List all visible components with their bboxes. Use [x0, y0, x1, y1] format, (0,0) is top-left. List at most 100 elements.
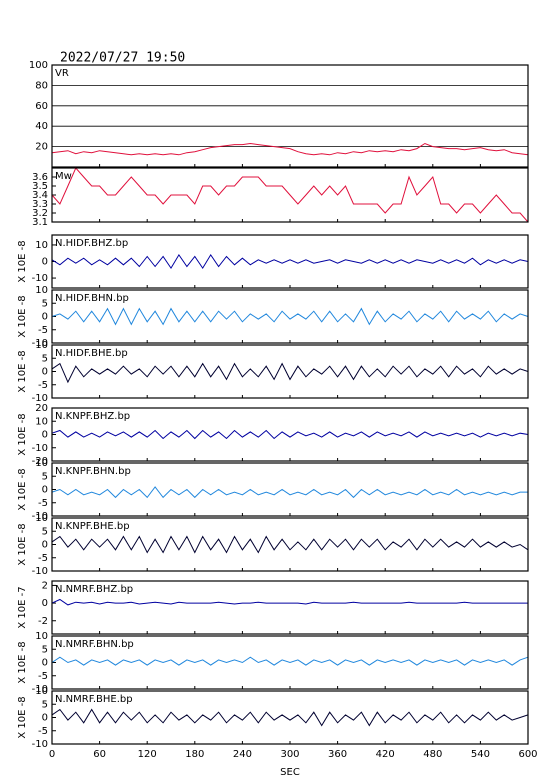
y-tick-label: 5 [42, 353, 48, 364]
y-tick-label: 10 [35, 416, 48, 427]
y-tick-label: -5 [38, 325, 48, 336]
panel-frame [51, 407, 529, 462]
panel-frame [51, 580, 529, 635]
y-tick-label: 5 [42, 644, 48, 655]
series-line [51, 486, 528, 499]
y-tick-label: 20 [35, 142, 48, 153]
y-tick-label: -5 [38, 553, 48, 564]
y-tick-label: -20 [32, 456, 48, 467]
y-tick-label: 0 [42, 367, 48, 378]
panel-frame [51, 167, 529, 223]
y-tick-label: -10 [32, 338, 48, 349]
y-tick-label: 80 [35, 80, 48, 91]
panel-label: Mw [55, 171, 72, 182]
y-tick-label: 3.6 [32, 172, 48, 183]
y-tick-label: 20 [35, 403, 48, 414]
series-line [51, 708, 529, 727]
panel-frame [51, 517, 529, 572]
y-tick-label: 10 [35, 513, 48, 524]
y-tick-label: 5 [42, 471, 48, 482]
x-tick-label: 120 [138, 749, 157, 760]
y-tick-label: 3.4 [32, 190, 48, 201]
x-axis-label: SEC [280, 767, 300, 778]
panel-label: VR [55, 68, 69, 79]
panel-label: N.KNPF.BHN.bp [55, 466, 131, 477]
panel-label: N.HIDF.BHN.bp [55, 293, 129, 304]
x-tick-label: 300 [280, 749, 299, 760]
series-line [51, 307, 529, 326]
x-tick-label: 0 [49, 749, 55, 760]
y-tick-label: 0 [42, 430, 48, 441]
y-tick-label: -5 [38, 671, 48, 682]
panel-frame [51, 690, 529, 745]
y-tick-label: 10 [35, 285, 48, 296]
y-tick-label: 60 [35, 101, 48, 112]
y-tick-label: 3.2 [32, 208, 48, 219]
y-tick-label: 0 [42, 257, 48, 268]
series-line [51, 142, 529, 156]
y-tick-label: 0 [42, 312, 48, 323]
x-tick-label: 480 [423, 749, 442, 760]
y-axis-label: X 10E -8 [17, 468, 28, 510]
series-line [51, 429, 529, 440]
y-axis-label: X 10E -8 [17, 641, 28, 683]
y-axis-label: X 10E -7 [17, 586, 28, 628]
y-tick-label: -10 [32, 393, 48, 404]
y-tick-label: 10 [35, 240, 48, 251]
x-tick-label: 60 [93, 749, 106, 760]
y-tick-label: 10 [35, 686, 48, 697]
panel-label: N.NMRF.BHN.bp [55, 639, 134, 650]
y-axis-label: X 10E -8 [17, 523, 28, 565]
y-tick-label: 0 [42, 540, 48, 551]
x-tick-label: 540 [471, 749, 490, 760]
x-tick-label: 240 [233, 749, 252, 760]
y-tick-label: 0 [42, 485, 48, 496]
y-tick-label: 3.5 [32, 181, 48, 192]
x-tick-label: 420 [376, 749, 395, 760]
series-line [51, 362, 529, 384]
series-line [51, 535, 529, 554]
y-axis-label: X 10E -8 [17, 295, 28, 337]
y-tick-label: 0 [42, 658, 48, 669]
series-line [51, 167, 529, 223]
y-tick-label: 2 [42, 580, 48, 591]
y-tick-label: -10 [32, 739, 48, 750]
panel-label: N.HIDF.BHZ.bp [55, 238, 128, 249]
y-tick-label: -10 [32, 566, 48, 577]
y-tick-label: 5 [42, 526, 48, 537]
y-tick-label: 10 [35, 340, 48, 351]
panel-frame [51, 344, 529, 399]
y-tick-label: 100 [29, 60, 48, 71]
y-tick-label: -10 [32, 511, 48, 522]
panel-label: N.KNPF.BHE.bp [55, 521, 130, 532]
y-axis-label: X 10E -8 [17, 696, 28, 738]
panel-frame [51, 635, 529, 690]
y-tick-label: 0 [42, 598, 48, 609]
series-line [51, 253, 529, 270]
series-line [51, 656, 529, 666]
panel-frame [51, 234, 529, 289]
y-axis-label: X 10E -8 [17, 240, 28, 282]
y-tick-label: 3.1 [32, 217, 48, 228]
y-tick-label: -2 [38, 616, 48, 627]
y-tick-label: -5 [38, 498, 48, 509]
y-tick-label: -10 [32, 273, 48, 284]
panel-label: N.NMRF.BHZ.bp [55, 584, 133, 595]
y-tick-label: 10 [35, 631, 48, 642]
y-tick-label: 10 [35, 458, 48, 469]
y-tick-label: 40 [35, 121, 48, 132]
chart-title: 2022/07/27 19:50 [60, 51, 185, 66]
y-tick-label: 5 [42, 298, 48, 309]
x-tick-label: 600 [518, 749, 537, 760]
y-tick-label: -10 [32, 684, 48, 695]
y-axis-label: X 10E -8 [17, 350, 28, 392]
y-tick-label: 5 [42, 699, 48, 710]
panel-label: N.KNPF.BHZ.bp [55, 411, 130, 422]
panel-label: N.HIDF.BHE.bp [55, 348, 128, 359]
y-tick-label: -5 [38, 380, 48, 391]
y-tick-label: -5 [38, 726, 48, 737]
panel-frame [51, 289, 529, 344]
y-tick-label: 3.3 [32, 199, 48, 210]
series-line [51, 598, 528, 606]
